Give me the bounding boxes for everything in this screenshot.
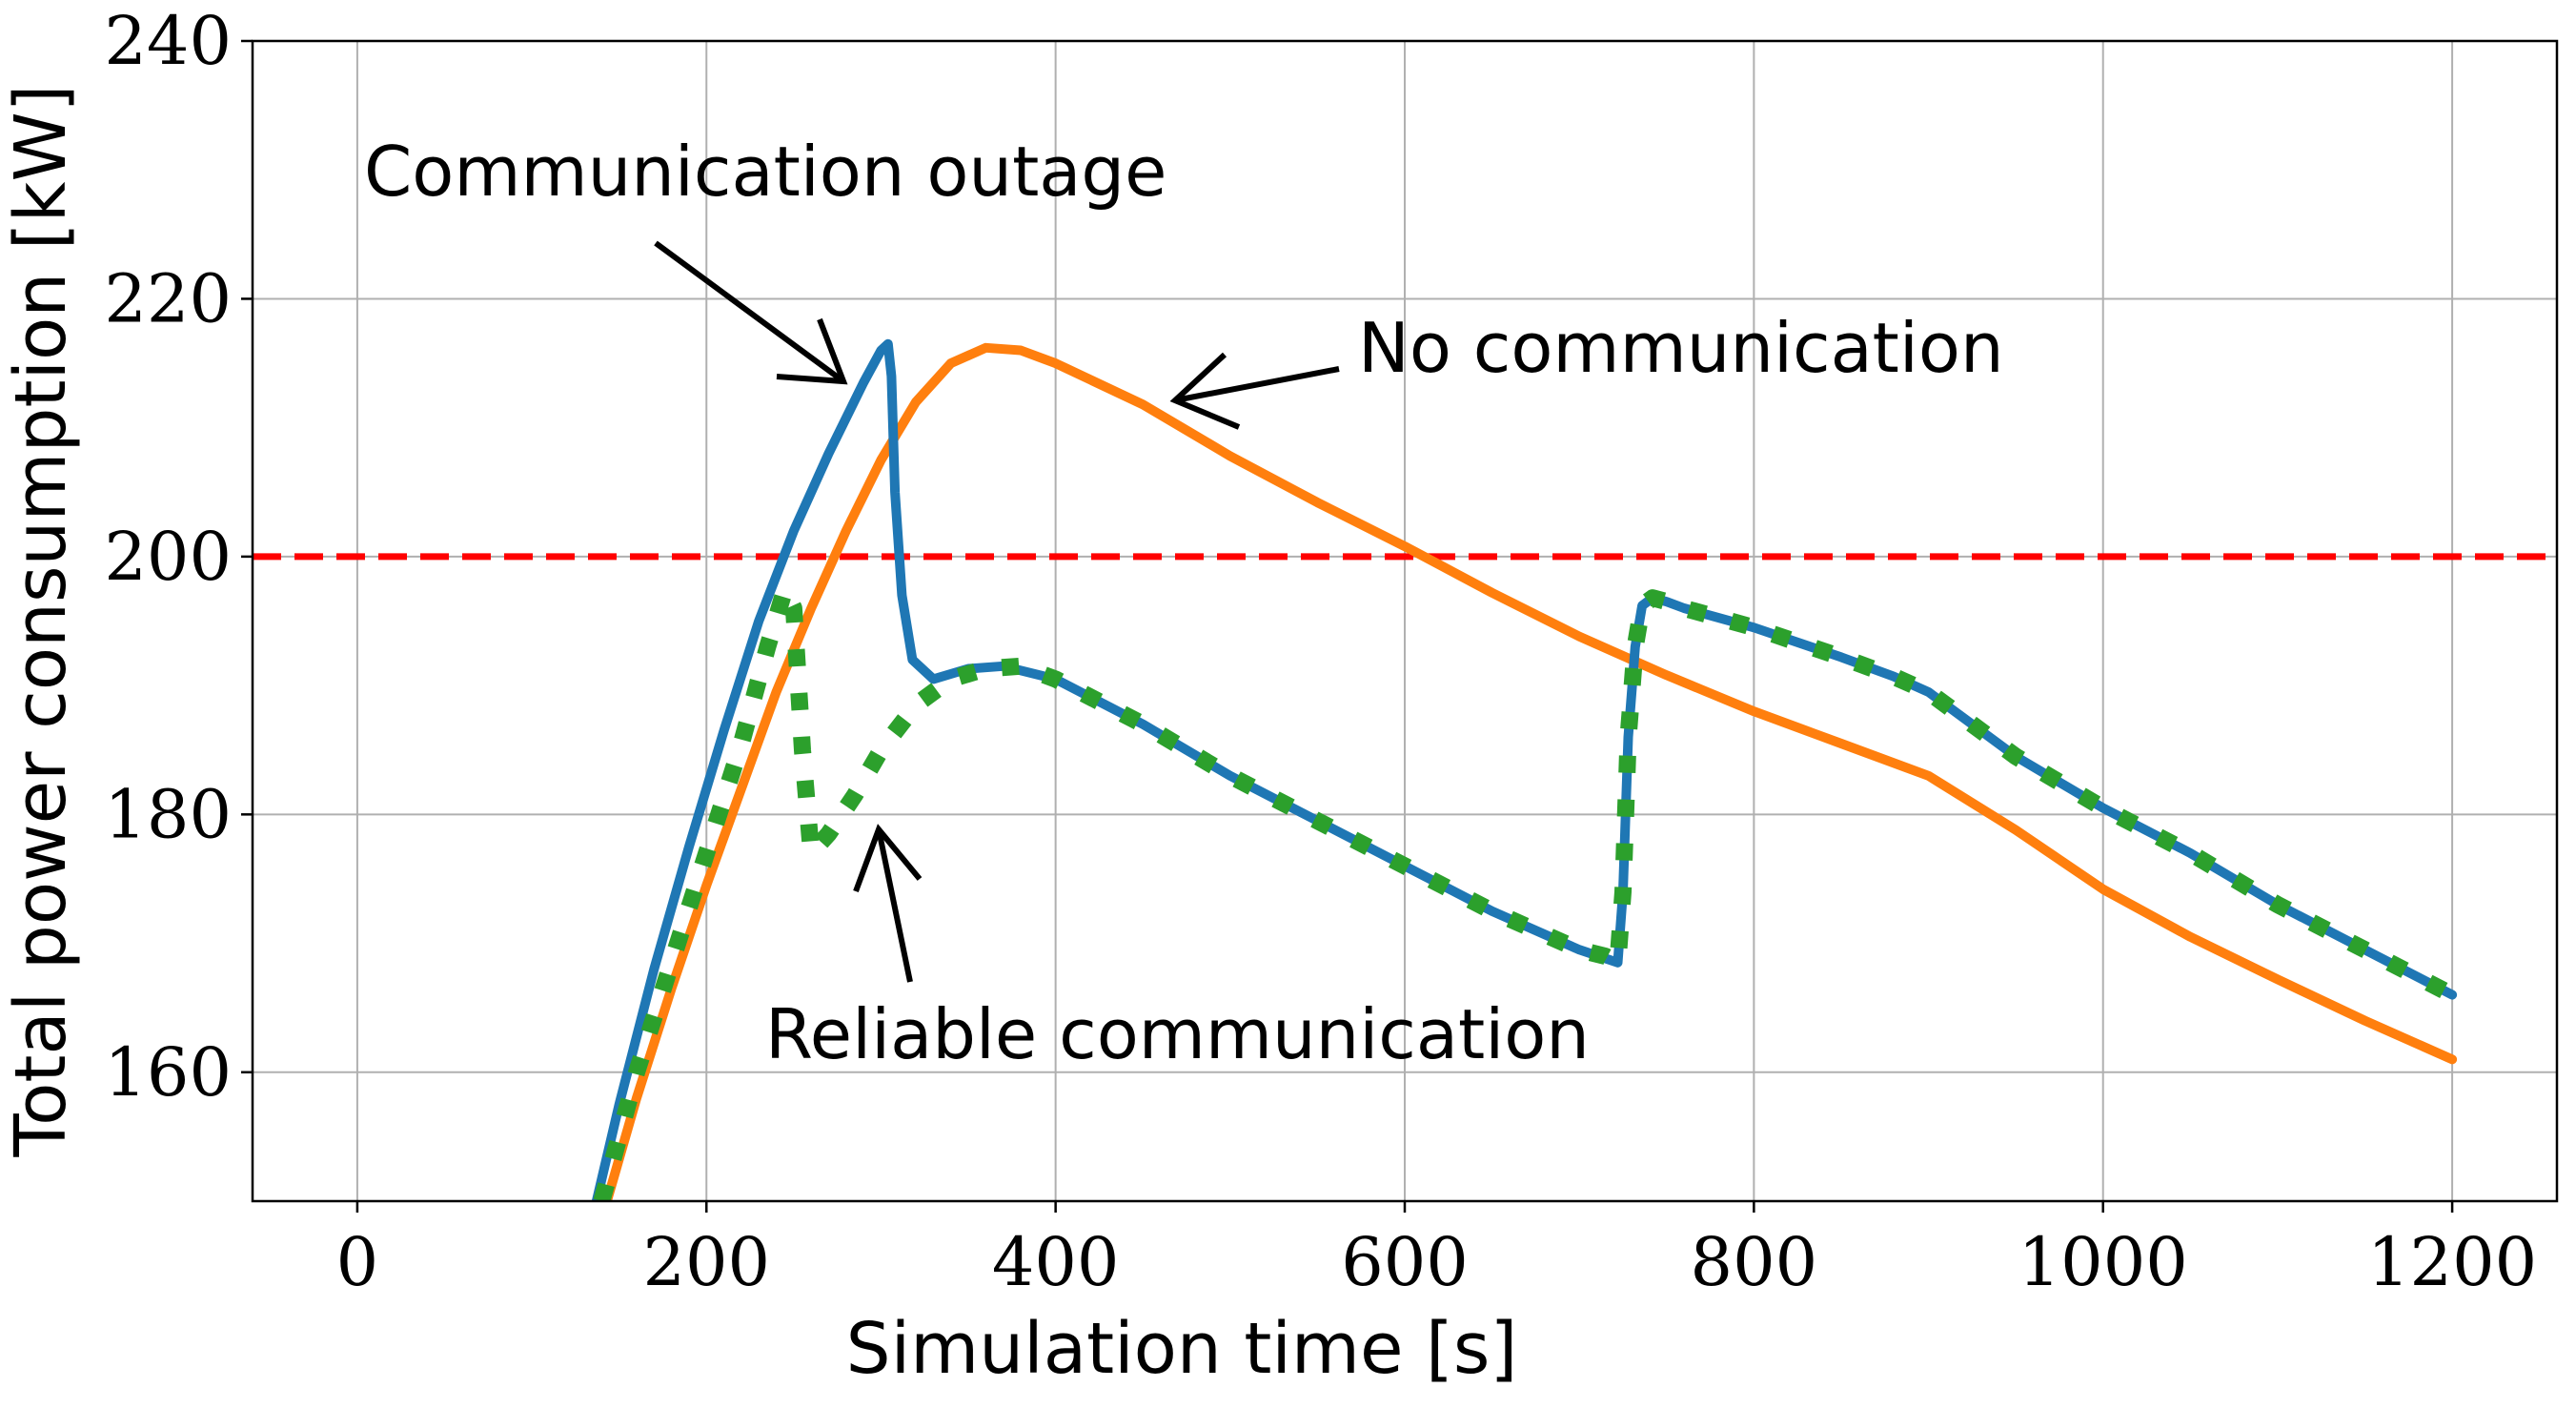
series-layer [253,338,2557,1201]
x-tick-label: 200 [642,1223,770,1301]
y-ticks: 160 180 200 220 240 [104,2,253,1112]
series-line-2 [593,580,2457,1201]
y-tick-label: 180 [104,775,232,853]
annotation-no-communication: No communication [1358,308,2004,388]
x-tick-label: 1000 [2018,1223,2188,1301]
x-tick-label: 1200 [2367,1223,2537,1301]
x-tick-label: 0 [336,1223,379,1301]
x-tick-label: 400 [992,1223,1120,1301]
y-tick-label: 200 [104,518,232,596]
series-line-1 [601,342,2458,1201]
annotation-arrowhead-no-communication [1169,352,1241,430]
annotation-arrowhead-reliable-communication [853,824,923,893]
annotation-arrow-communication-outage [654,240,845,384]
y-tick-label: 160 [104,1033,232,1112]
annotations: Communication outage No communication Re… [364,132,2004,1074]
x-tick-label: 800 [1691,1223,1818,1301]
annotation-arrow-no-communication [1174,366,1340,403]
annotation-communication-outage: Communication outage [364,132,1166,212]
annotation-arrowhead-communication-outage [776,317,848,385]
annotation-reliable-communication: Reliable communication [765,994,1590,1074]
annotation-arrow-reliable-communication [876,828,913,983]
x-ticks: 0 200 400 600 800 1000 1200 [336,1201,2537,1301]
y-tick-label: 240 [104,2,232,80]
y-axis-label: Total power consumption [kW] [0,85,82,1158]
y-tick-label: 220 [104,259,232,337]
x-axis-label: Simulation time [s] [846,1308,1518,1390]
x-tick-label: 600 [1341,1223,1469,1301]
